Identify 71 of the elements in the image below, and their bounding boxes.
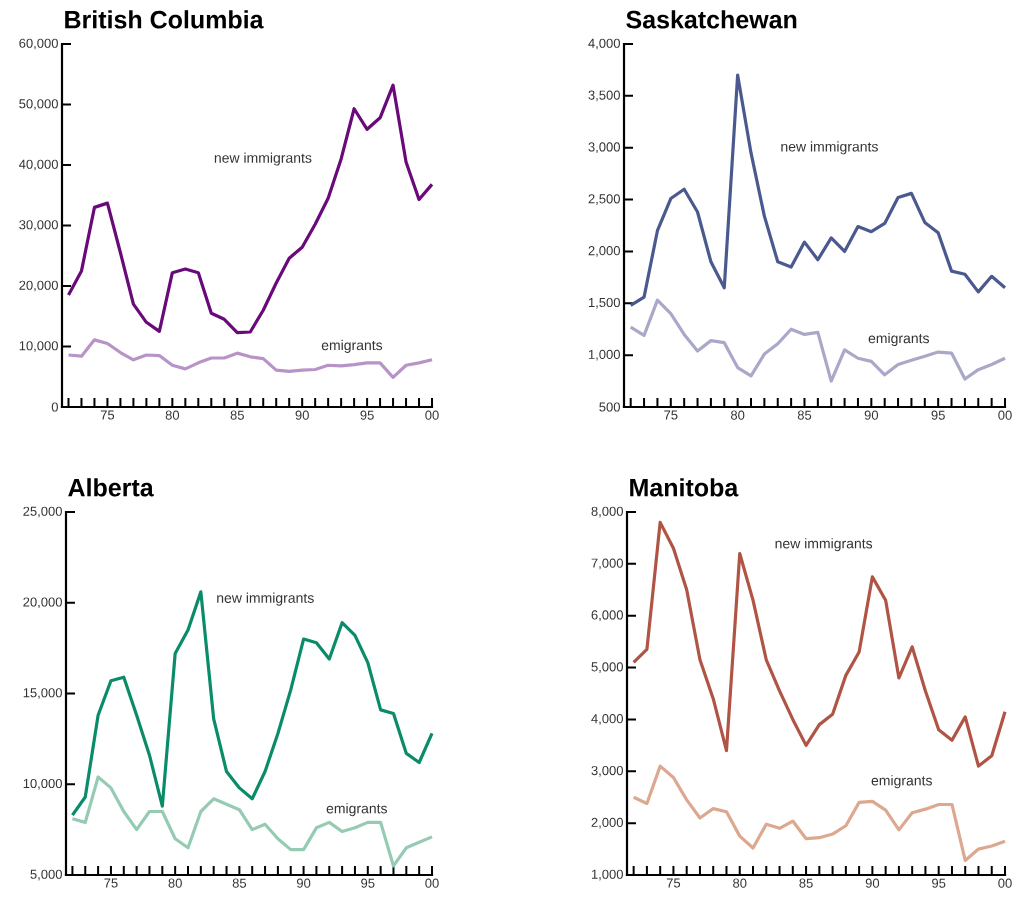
line-series — [632, 520, 1007, 768]
series-label: emigrants — [868, 332, 930, 347]
y-tick-label: 5,000 — [30, 869, 62, 881]
chart-title: Saskatchewan — [626, 10, 797, 29]
x-tick-label: 85 — [232, 878, 247, 888]
series-label: emigrants — [871, 775, 932, 789]
series-label: emigrants — [321, 339, 383, 353]
chart-title: British Columbia — [65, 10, 264, 29]
text: new immigrants — [781, 141, 878, 155]
y-tick-label: 30,000 — [19, 220, 58, 231]
y-tick-label: 1,000 — [591, 869, 623, 881]
x-tick-label: 80 — [168, 878, 182, 888]
y-tick-label: 8,000 — [591, 506, 623, 518]
x-tick-label: 90 — [295, 410, 309, 420]
y-tick-label: 15,000 — [23, 688, 62, 699]
y-tick-label: 20,000 — [23, 597, 62, 609]
y-tick-label: 1,000 — [588, 349, 620, 361]
y-tick-label: 25,000 — [23, 506, 62, 518]
y-tick-label: 6,000 — [591, 610, 623, 622]
y-tick-label: 7,000 — [591, 558, 623, 570]
y-tick-label: 0 — [51, 402, 58, 412]
y-tick-label: 2,000 — [591, 817, 623, 829]
line-series — [70, 590, 434, 817]
line-series — [629, 73, 1007, 307]
x-tick-label: 75 — [666, 878, 681, 888]
y-tick-label: 10,000 — [23, 778, 62, 790]
x-tick-label: 90 — [865, 878, 880, 888]
x-tick-label: 90 — [864, 410, 879, 420]
x-tick-label: 75 — [104, 878, 118, 888]
series-label: new immigrants — [775, 538, 873, 552]
y-tick-label: 60,000 — [19, 38, 58, 50]
x-tick-label: 95 — [361, 878, 375, 888]
y-tick-label: 2,500 — [588, 194, 620, 205]
series-label: new immigrants — [214, 152, 312, 166]
y-tick-label: 4,000 — [588, 38, 620, 50]
x-tick-label: 00 — [425, 410, 439, 420]
line-series — [66, 338, 434, 379]
x-tick-label: 95 — [932, 878, 946, 888]
x-tick-label: 80 — [165, 410, 180, 420]
x-tick-label: 85 — [797, 410, 812, 420]
y-tick-label: 1,500 — [588, 297, 620, 309]
x-tick-label: 95 — [931, 410, 945, 420]
y-tick-label: 40,000 — [19, 159, 58, 171]
x-tick-label: 00 — [425, 878, 439, 888]
x-tick-label: 95 — [360, 410, 374, 420]
y-tick-label: 4,000 — [591, 714, 623, 725]
y-tick-label: 50,000 — [19, 99, 58, 110]
x-tick-label: 80 — [730, 410, 745, 420]
y-tick-label: 3,500 — [588, 90, 620, 102]
x-tick-label: 90 — [296, 878, 311, 888]
y-tick-label: 20,000 — [19, 280, 58, 292]
x-tick-label: 00 — [998, 410, 1012, 420]
x-tick-label: 00 — [998, 878, 1012, 888]
line-series — [629, 298, 1007, 383]
x-tick-label: 85 — [230, 410, 244, 420]
line-series — [632, 764, 1007, 863]
line-series — [66, 83, 434, 335]
series-label: new immigrants — [217, 592, 314, 606]
x-tick-label: 85 — [799, 878, 813, 888]
y-tick-label: 5,000 — [591, 662, 623, 673]
y-tick-label: 2,000 — [588, 246, 620, 257]
y-tick-label: 3,000 — [588, 142, 620, 154]
series-label: emigrants — [326, 803, 388, 817]
x-tick-label: 80 — [733, 878, 747, 888]
y-tick-label: 500 — [599, 402, 620, 412]
x-tick-label: 75 — [100, 410, 115, 420]
y-tick-label: 3,000 — [591, 765, 623, 777]
y-tick-label: 10,000 — [19, 341, 58, 352]
chart-title: Alberta — [68, 478, 154, 497]
chart-title: Manitoba — [630, 478, 739, 497]
x-tick-label: 75 — [664, 410, 678, 420]
